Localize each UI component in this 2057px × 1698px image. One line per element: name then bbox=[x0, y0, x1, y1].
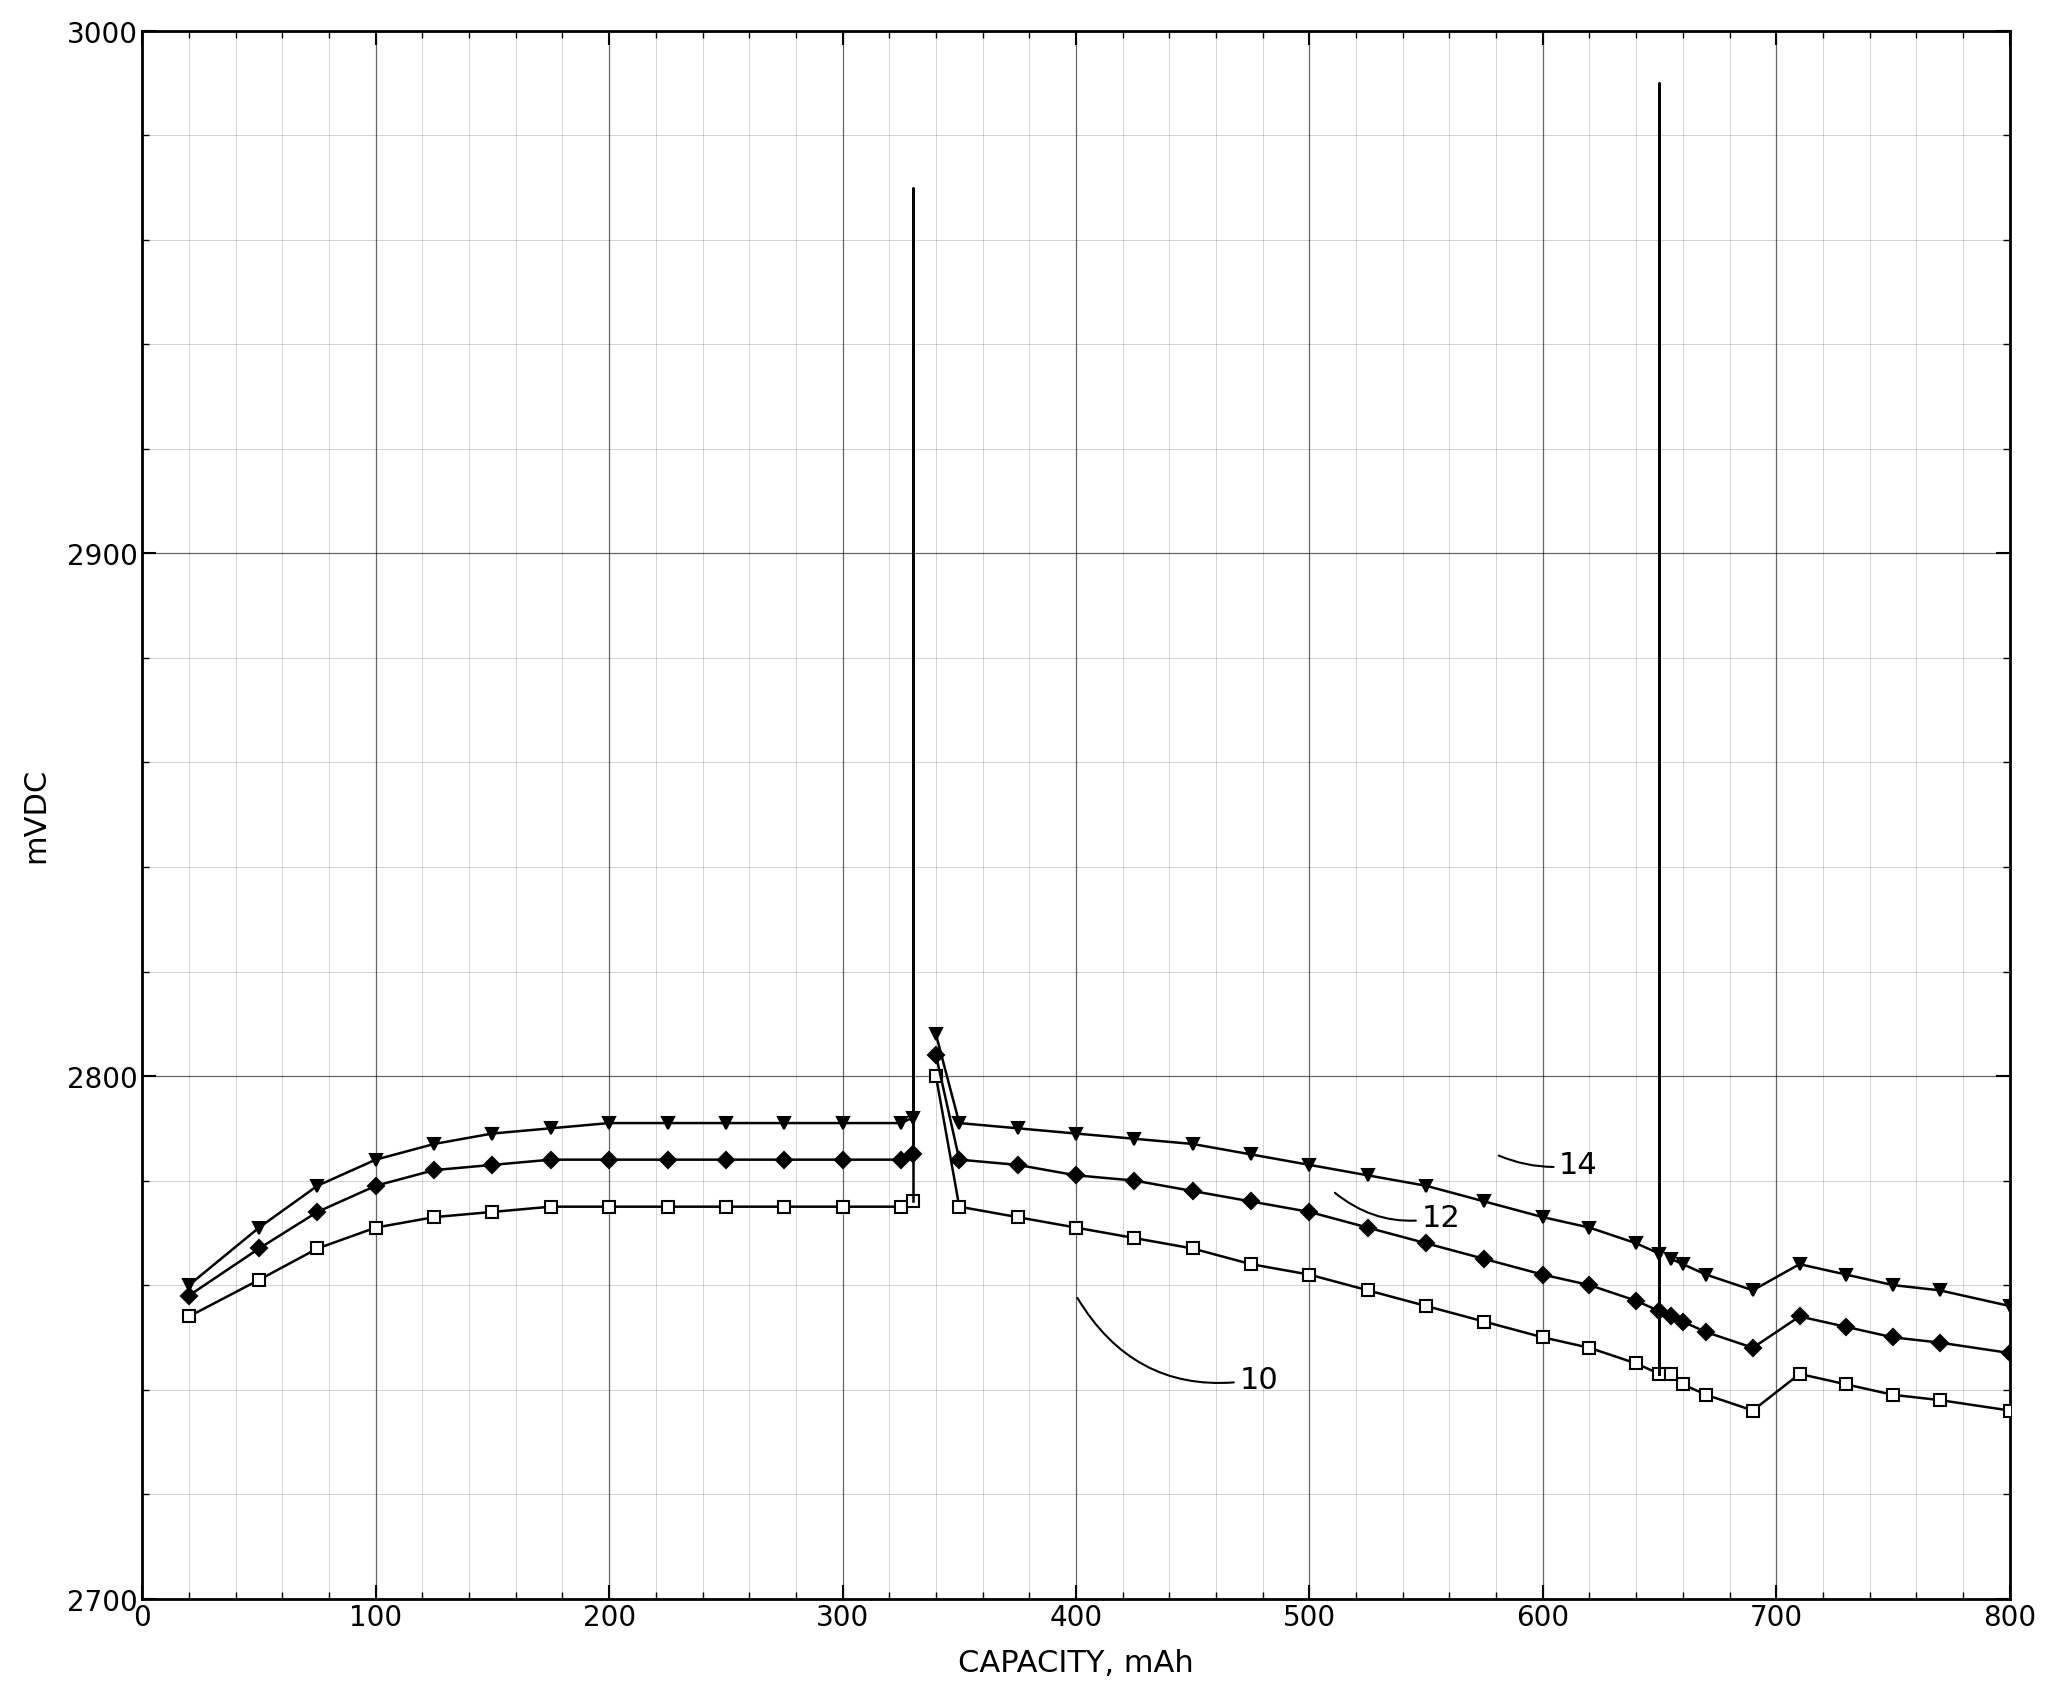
Y-axis label: mVDC: mVDC bbox=[21, 767, 49, 863]
Text: 10: 10 bbox=[1078, 1299, 1277, 1394]
X-axis label: CAPACITY, mAh: CAPACITY, mAh bbox=[959, 1649, 1193, 1678]
Text: 12: 12 bbox=[1335, 1194, 1460, 1233]
Text: 14: 14 bbox=[1500, 1151, 1598, 1180]
